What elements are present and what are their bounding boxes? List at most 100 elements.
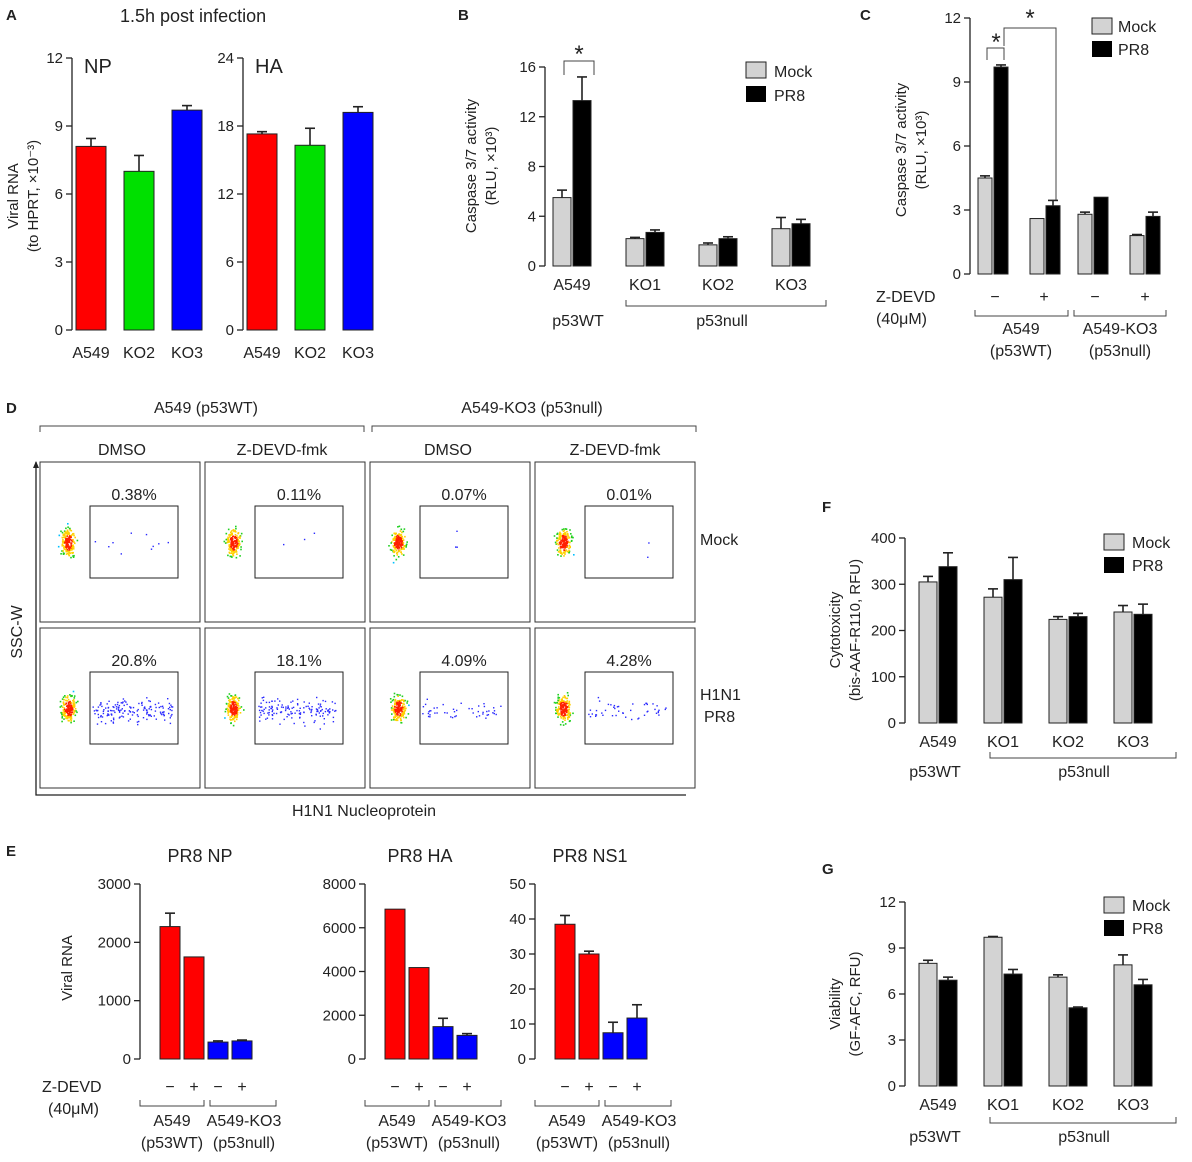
panel-e-bar xyxy=(384,908,406,1060)
flow-event xyxy=(236,703,239,705)
flow-event xyxy=(564,723,567,725)
flow-event xyxy=(68,551,71,553)
flow-event xyxy=(319,715,321,717)
flow-event xyxy=(456,709,458,712)
flow-event xyxy=(232,545,235,547)
flow-event xyxy=(65,548,68,551)
flow-event xyxy=(566,700,569,702)
flow-plot-frame xyxy=(39,627,201,789)
flow-event xyxy=(164,719,166,721)
flow-event xyxy=(325,708,327,710)
flow-event xyxy=(398,703,401,705)
flow-event xyxy=(572,536,574,539)
flow-event xyxy=(67,550,69,553)
panel-e-0-y-tick-label: 2000 xyxy=(98,934,131,951)
panel-a-1-y-tick-label: 0 xyxy=(226,322,234,339)
flow-event xyxy=(68,703,70,706)
panel-b-y-tick-label: 8 xyxy=(528,159,536,176)
flow-event xyxy=(69,707,71,709)
flow-event xyxy=(487,714,490,716)
flow-event xyxy=(228,540,230,542)
flow-event xyxy=(555,702,557,704)
flow-event xyxy=(391,705,394,707)
panel-c-group-bracket-2 xyxy=(1073,310,1167,317)
flow-event xyxy=(142,717,145,719)
panel-f-x-label: KO2 xyxy=(1052,734,1084,751)
flow-event xyxy=(227,714,230,716)
flow-event xyxy=(558,703,561,706)
flow-event xyxy=(399,540,402,542)
panel-b-group-null: p53null xyxy=(696,313,748,330)
flow-event xyxy=(232,700,235,703)
flow-event xyxy=(136,714,139,716)
flow-event xyxy=(70,715,72,718)
flow-event xyxy=(564,713,566,715)
flow-event xyxy=(237,544,240,546)
flow-event xyxy=(495,713,497,716)
panel-c-treat-label-1: Z-DEVD xyxy=(876,289,936,306)
flow-event xyxy=(232,550,235,553)
flow-event xyxy=(393,692,396,695)
flow-event xyxy=(395,547,397,550)
panel-b-legend-pr8: PR8 xyxy=(774,88,805,105)
flow-event xyxy=(568,700,571,703)
flow-event xyxy=(126,703,128,706)
flow-event xyxy=(113,710,115,712)
flow-event xyxy=(291,712,293,715)
flow-event xyxy=(235,549,237,552)
flow-event xyxy=(146,697,148,699)
flow-event xyxy=(563,549,565,551)
flow-event xyxy=(566,542,569,544)
flow-event xyxy=(103,709,105,711)
flow-event xyxy=(388,545,390,547)
flow-event xyxy=(150,548,153,550)
flow-event xyxy=(268,701,271,704)
flow-event xyxy=(394,548,396,550)
flow-event xyxy=(59,700,62,703)
flow-event xyxy=(235,556,238,559)
panel-b-y-tick-label: 4 xyxy=(528,208,536,225)
flow-event xyxy=(66,535,68,537)
flow-event xyxy=(121,715,123,717)
flow-event xyxy=(61,713,63,716)
flow-event xyxy=(560,708,562,710)
flow-event xyxy=(67,544,69,547)
flow-event xyxy=(567,709,570,711)
flow-event xyxy=(65,699,67,702)
flow-event xyxy=(71,711,73,713)
flow-event xyxy=(263,708,265,711)
flow-event xyxy=(266,717,269,719)
flow-event xyxy=(565,528,568,530)
flow-event xyxy=(118,704,121,707)
panel-c-y-tick-label: 0 xyxy=(953,266,961,283)
panel-b-pr8-bar xyxy=(718,238,738,267)
panel-c-pr8-bar xyxy=(1145,215,1161,275)
flow-event xyxy=(394,710,397,713)
flow-event xyxy=(395,713,398,715)
flow-event xyxy=(229,705,231,707)
flow-event xyxy=(287,706,289,709)
panel-a-0-y-tick-label: 9 xyxy=(55,118,63,135)
panel-c-group-1-b: (p53WT) xyxy=(990,343,1052,360)
flow-event xyxy=(393,537,396,539)
panel-b-y-tick-label: 12 xyxy=(519,109,536,126)
flow-event xyxy=(235,525,237,528)
panel-e-group-bracket xyxy=(534,1100,600,1107)
flow-event xyxy=(313,532,316,534)
flow-event xyxy=(565,706,568,709)
flow-event xyxy=(263,696,265,698)
flow-event xyxy=(557,551,560,553)
panel-f-y-tick-label: 200 xyxy=(871,623,896,640)
flow-event xyxy=(567,694,569,697)
flow-event xyxy=(240,532,243,535)
flow-event xyxy=(239,543,241,545)
panel-c-group-2-a: A549-KO3 xyxy=(1083,321,1158,338)
flow-event xyxy=(563,537,566,540)
flow-event xyxy=(72,533,74,535)
flow-event xyxy=(229,548,232,551)
flow-event xyxy=(557,708,560,710)
flow-event xyxy=(311,708,313,711)
flow-event xyxy=(70,714,72,717)
panel-f-y-tick-label: 400 xyxy=(871,530,896,547)
panel-g-mock-bar xyxy=(1113,964,1133,1087)
